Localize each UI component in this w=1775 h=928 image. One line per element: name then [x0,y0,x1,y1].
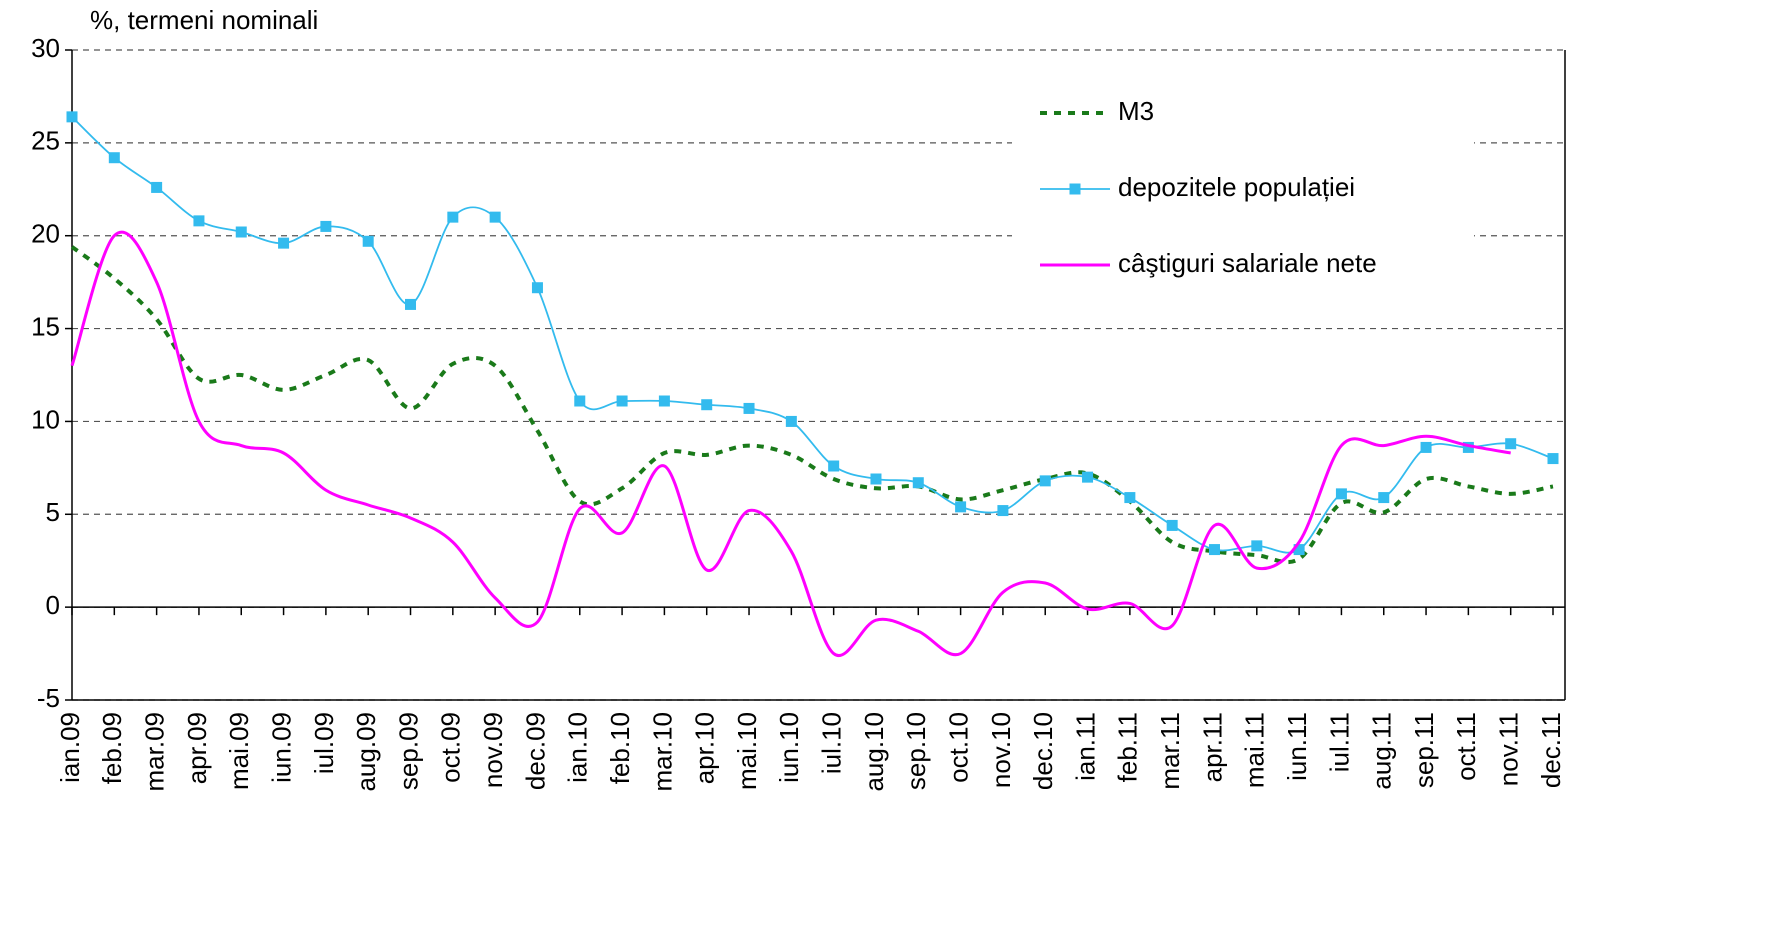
marker [701,399,713,411]
marker [912,477,924,489]
x-tick-label: apr.09 [182,712,212,784]
legend-label: depozitele populației [1118,172,1355,202]
x-tick-label: feb.10 [605,712,635,784]
marker [1082,471,1094,483]
marker [1124,492,1136,504]
x-tick-label: sep.10 [901,712,931,790]
x-tick-label: mai.11 [1240,712,1270,788]
y-tick-label: 25 [31,126,60,156]
marker [1547,453,1559,465]
x-tick-label: iul.10 [817,712,847,774]
line-series [70,230,1511,658]
x-tick-label: nov.11 [1494,712,1524,786]
x-tick-label: dec.11 [1536,712,1566,788]
x-tick-label: ian.11 [1070,712,1100,781]
line-series [70,245,1554,565]
marker [151,181,163,193]
x-tick-label: mar.10 [647,712,677,792]
marker [785,415,797,427]
marker [193,215,205,227]
x-tick-label: feb.11 [1113,712,1143,782]
x-tick-label: dec.09 [520,712,550,790]
marker [1208,544,1220,556]
x-tick-label: nov.10 [986,712,1016,788]
marker [278,237,290,249]
marker [66,111,78,123]
marker [1335,488,1347,500]
legend-label: câştiguri salariale nete [1118,248,1377,278]
y-tick-label: 0 [46,590,60,620]
marker [1293,544,1305,556]
x-tick-label: aug.10 [859,712,889,792]
legend-marker [1069,183,1081,195]
marker [362,235,374,247]
marker [743,402,755,414]
marker [574,395,586,407]
marker [658,395,670,407]
marker [405,298,417,310]
x-tick-label: mar.11 [1155,712,1185,790]
y-tick-label: 30 [31,33,60,63]
x-tick-label: iun.09 [266,712,296,783]
x-tick-label: mar.09 [140,712,170,792]
marker [1166,519,1178,531]
y-axis-label: %, termeni nominali [90,5,318,35]
x-tick-label: sep.11 [1409,712,1439,788]
x-tick-label: iun.10 [774,712,804,783]
x-tick-label: mai.10 [732,712,762,790]
marker [235,226,247,238]
x-tick-label: nov.09 [478,712,508,788]
x-tick-label: feb.09 [97,712,127,784]
marker [1039,475,1051,487]
marker [1420,441,1432,453]
x-tick-label: oct.10 [943,712,973,783]
marker [1505,438,1517,450]
marker [1251,540,1263,552]
legend: M3 depozitele populației câştiguri salaria… [1012,78,1474,293]
x-tick-label: aug.11 [1367,712,1397,790]
x-tick-label: ian.10 [563,712,593,783]
x-tick-label: oct.09 [436,712,466,783]
x-tick-label: iul.09 [309,712,339,774]
y-tick-label: 5 [46,497,60,527]
x-tick-label: dec.10 [1028,712,1058,790]
marker [489,211,501,223]
x-tick-label: iul.11 [1324,712,1354,772]
x-tick-label: oct.11 [1451,712,1481,781]
legend-label: M3 [1118,96,1154,126]
marker [997,505,1009,517]
x-tick-label: mai.09 [224,712,254,790]
marker [108,152,120,164]
marker [870,473,882,485]
x-tick-label: sep.09 [393,712,423,790]
marker [531,282,543,294]
x-tick-label: iun.11 [1282,712,1312,781]
marker [447,211,459,223]
marker [320,220,332,232]
y-tick-label: 10 [31,404,60,434]
y-tick-label: 15 [31,311,60,341]
y-tick-label: 20 [31,219,60,249]
marker [1378,492,1390,504]
marker [955,501,967,513]
marker [616,395,628,407]
y-tick-label: -5 [37,683,60,713]
x-tick-label: ian.09 [55,712,85,783]
x-tick-label: apr.11 [1197,712,1227,782]
marker [1462,441,1474,453]
marker [828,460,840,472]
x-tick-label: apr.10 [690,712,720,784]
x-tick-label: aug.09 [351,712,381,792]
